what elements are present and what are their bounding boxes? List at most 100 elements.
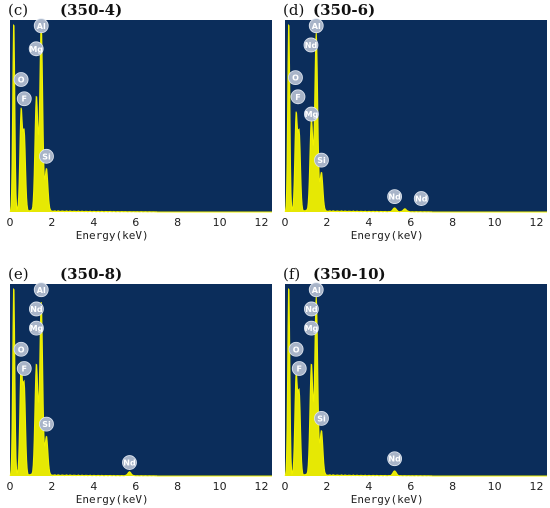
x-tick-label: 10 (213, 480, 227, 493)
peak-marker-circle (304, 301, 319, 317)
x-tick-label: 2 (48, 480, 55, 493)
x-tick-label: 12 (255, 480, 269, 493)
peak-marker-circle (29, 320, 44, 336)
peak-marker-f: F (16, 91, 32, 107)
x-tick-label: 12 (255, 216, 269, 229)
peak-marker-label: Nd (123, 459, 136, 468)
peak-marker-label: Nd (415, 195, 428, 204)
peak-marker-label: O (292, 74, 299, 83)
peak-marker-label: Mg (30, 324, 44, 333)
spectrum-area (285, 289, 547, 476)
panel-label: (f) (283, 265, 300, 283)
peak-marker-circle (13, 341, 29, 357)
peak-marker-circle (308, 18, 324, 34)
x-tick-label: 8 (449, 480, 456, 493)
x-tick-label: 6 (132, 480, 139, 493)
x-tick-label: 0 (7, 216, 14, 229)
spectrum-line (9, 287, 272, 477)
spectrum-line (284, 23, 547, 213)
panel-title: (350-4) (60, 1, 122, 19)
peak-marker-mg: Mg (28, 41, 44, 57)
peak-marker-label: Al (312, 22, 321, 31)
peak-marker-al: Al (33, 18, 49, 34)
plot-area (285, 284, 547, 476)
peak-marker-mg: Mg (304, 106, 319, 122)
peak-marker-circle (16, 361, 32, 376)
peak-marker-al: Al (33, 282, 49, 298)
x-tick-label: 8 (174, 216, 181, 229)
x-axis-title: Energy(keV) (76, 493, 149, 506)
peak-marker-f: F (291, 361, 307, 376)
x-tick-label: 2 (323, 216, 330, 229)
peak-marker-circle (122, 455, 137, 470)
x-tick-label: 6 (132, 216, 139, 229)
panel-title: (350-6) (313, 1, 375, 19)
peak-marker-circle (16, 91, 32, 107)
peak-marker-circle (39, 416, 54, 432)
peak-marker-circle (413, 191, 429, 206)
peak-marker-label: Nd (388, 193, 401, 202)
peak-marker-circle (304, 106, 319, 122)
peak-marker-circle (303, 37, 319, 53)
peak-marker-circle (39, 148, 54, 164)
x-tick-label: 4 (90, 216, 97, 229)
panel-title: (350-8) (60, 265, 122, 283)
peak-marker-label: Si (42, 420, 51, 429)
peak-marker-f: F (16, 361, 32, 376)
x-tick-label: 8 (449, 216, 456, 229)
peak-marker-si: Si (39, 148, 54, 164)
peak-marker-si: Si (314, 152, 329, 168)
eds-spectrum-panel: (d) (350-6) Al Nd O F Mg Si Nd Nd 0 2 4 6 8 10 12 Energy(… (282, 1, 547, 242)
peak-marker-circle (387, 451, 403, 467)
peak-marker-o: O (288, 70, 303, 85)
peak-marker-circle (288, 341, 304, 357)
peak-marker-al: Al (308, 18, 324, 34)
x-tick-label: 0 (7, 480, 14, 493)
peak-marker-nd: Nd (413, 191, 429, 206)
panel-title: (350-10) (313, 265, 386, 283)
peak-marker-label: Mg (305, 110, 319, 119)
peak-marker-circle (387, 189, 403, 205)
peak-marker-label: Si (317, 156, 326, 165)
peak-marker-o: O (288, 341, 304, 357)
peak-marker-label: Al (37, 22, 46, 31)
peak-marker-label: Si (317, 414, 326, 423)
peak-marker-label: Nd (30, 305, 43, 314)
x-tick-label: 2 (323, 480, 330, 493)
peak-marker-o: O (13, 72, 29, 87)
spectrum-area (10, 289, 272, 476)
peak-marker-circle (288, 70, 303, 85)
peak-marker-circle (29, 301, 44, 317)
plot-area (10, 20, 272, 212)
x-tick-label: 4 (365, 480, 372, 493)
x-tick-label: 8 (174, 480, 181, 493)
panel-label: (e) (8, 265, 29, 283)
peak-marker-label: O (293, 345, 300, 354)
peak-marker-circle (304, 320, 319, 336)
spectrum-line (9, 23, 272, 213)
peak-marker-nd: Nd (29, 301, 44, 317)
peak-marker-label: F (22, 364, 27, 373)
peak-marker-si: Si (39, 416, 54, 432)
eds-spectrum-panel: (e) (350-8) Al Nd Mg O F Si Nd 0 2 4 6 8 10 12 Energy(ke… (7, 265, 272, 506)
peak-marker-label: F (297, 364, 302, 373)
peak-marker-circle (33, 18, 49, 34)
spectrum-line (284, 287, 547, 477)
peak-marker-label: F (22, 95, 27, 104)
plot-area (285, 20, 547, 212)
peak-marker-nd: Nd (122, 455, 137, 470)
peak-marker-si: Si (314, 410, 329, 426)
eds-spectrum-panel: (c) (350-4) Al Mg O F Si 0 2 4 6 8 10 12 Energy(keV) (7, 1, 272, 242)
peak-marker-circle (308, 282, 324, 298)
peak-marker-label: Mg (29, 45, 43, 54)
x-tick-label: 6 (407, 480, 414, 493)
x-axis-title: Energy(keV) (351, 229, 424, 242)
x-tick-label: 4 (365, 216, 372, 229)
peak-marker-circle (28, 41, 44, 57)
x-tick-label: 6 (407, 216, 414, 229)
peak-marker-circle (291, 361, 307, 376)
peak-marker-label: F (295, 93, 300, 102)
peak-marker-label: O (18, 76, 25, 85)
x-tick-label: 2 (48, 216, 55, 229)
peak-marker-mg: Mg (29, 320, 44, 336)
